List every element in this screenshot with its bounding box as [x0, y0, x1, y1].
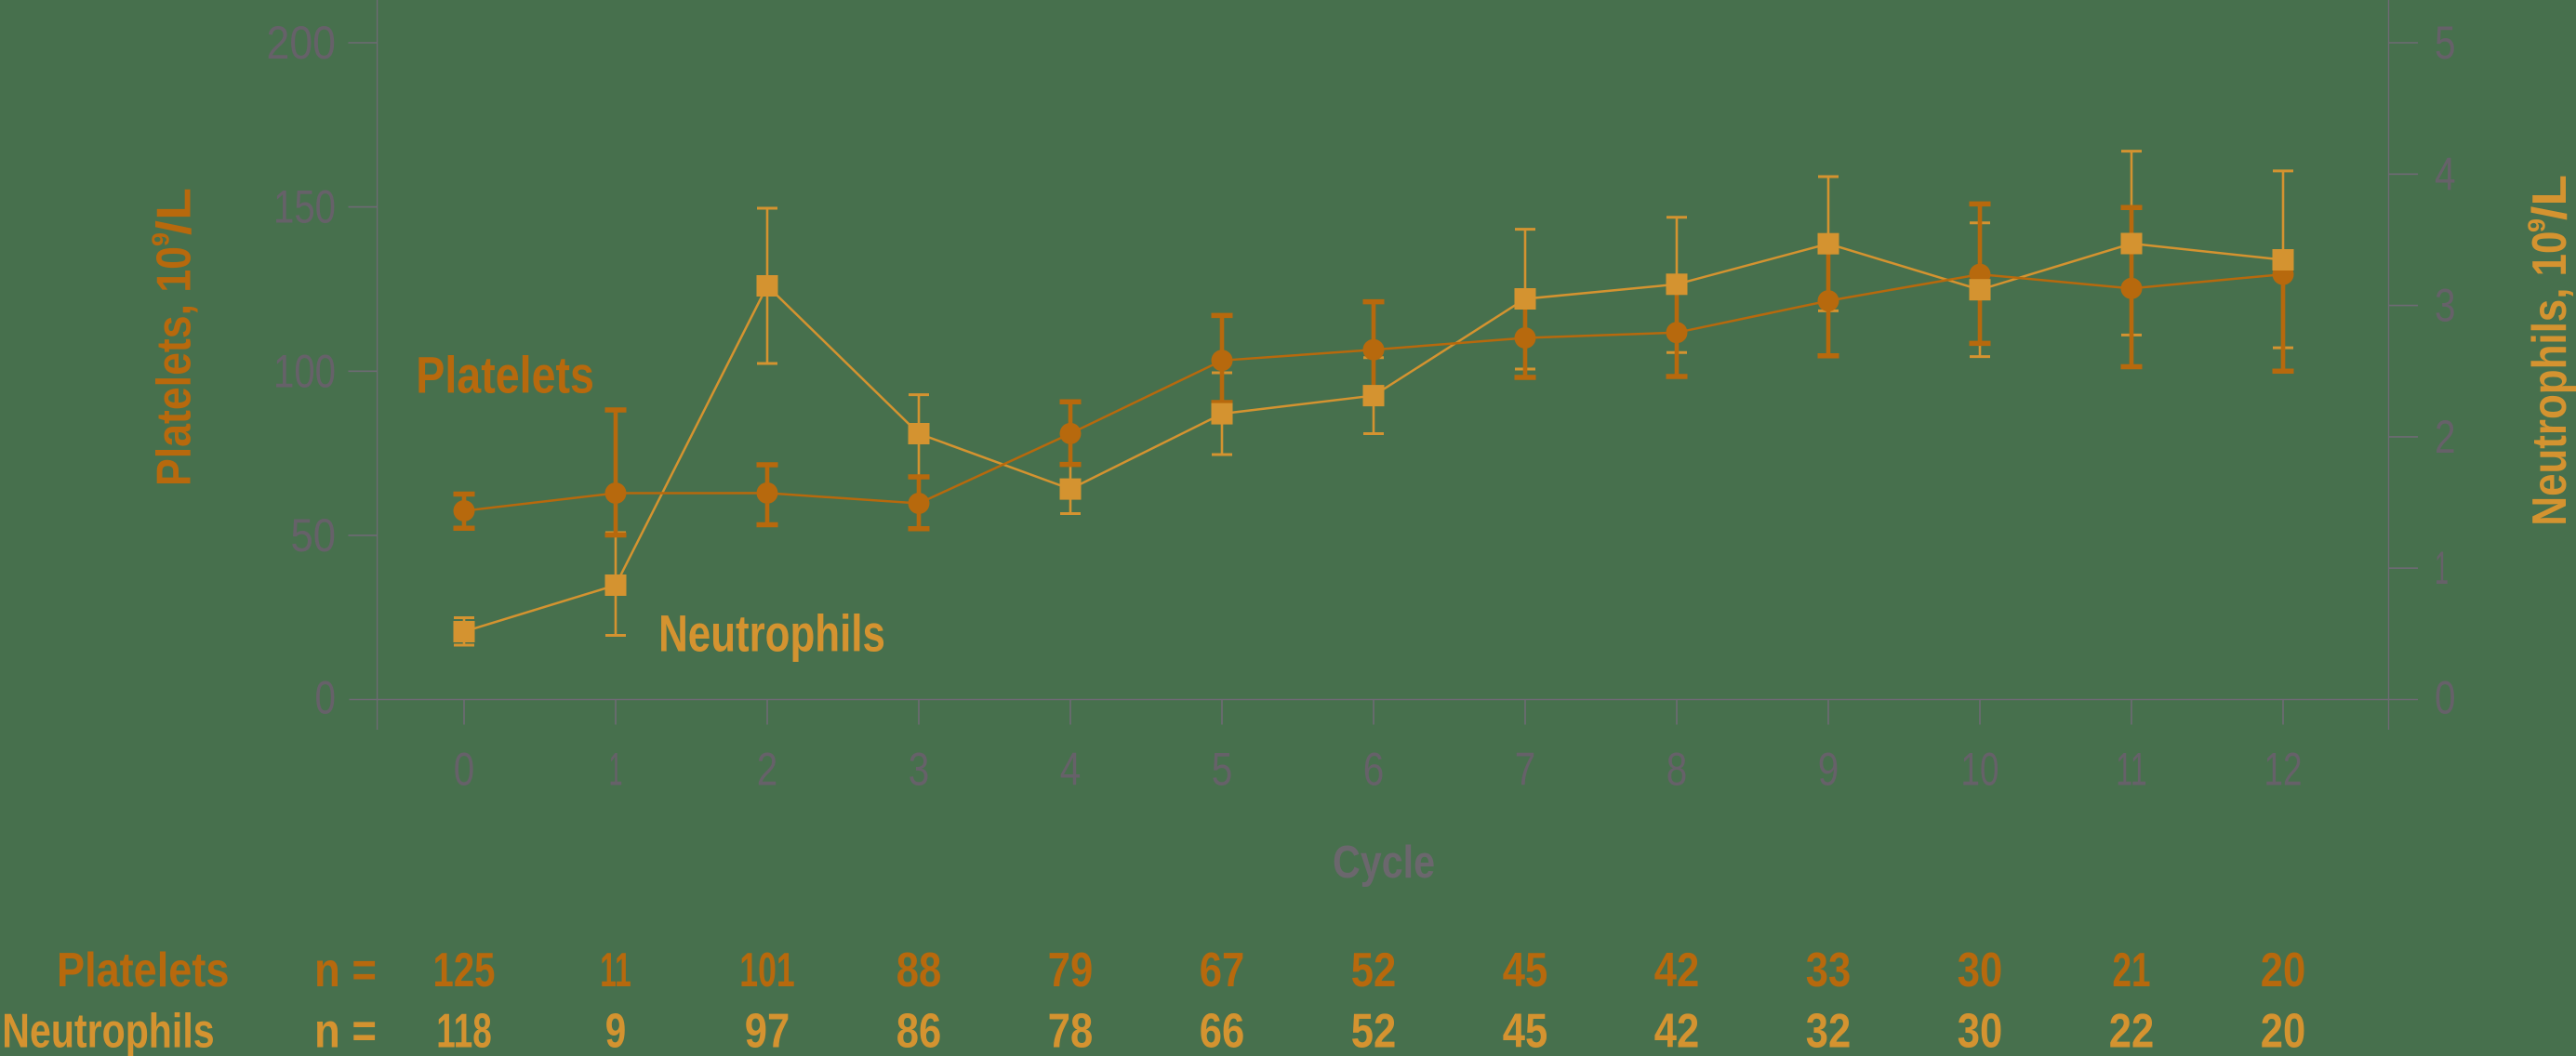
svg-text:6: 6 — [1363, 744, 1385, 796]
svg-text:10: 10 — [1961, 744, 1999, 796]
svg-text:33: 33 — [1806, 944, 1852, 997]
svg-text:4: 4 — [1060, 744, 1082, 796]
svg-text:86: 86 — [896, 1005, 942, 1056]
svg-text:42: 42 — [1654, 1005, 1700, 1056]
svg-text:Neutrophils, 10: Neutrophils, 10 — [2523, 231, 2576, 526]
svg-text:5: 5 — [1212, 744, 1233, 796]
svg-text:30: 30 — [1958, 1005, 2003, 1056]
svg-text:Platelets, 10: Platelets, 10 — [148, 246, 202, 486]
svg-text:n =: n = — [314, 944, 377, 997]
svg-text:125: 125 — [433, 944, 496, 997]
svg-text:45: 45 — [1503, 944, 1548, 997]
svg-text:9: 9 — [2523, 218, 2551, 232]
svg-text:200: 200 — [267, 17, 337, 69]
svg-text:9: 9 — [1818, 744, 1839, 796]
svg-text:20: 20 — [2261, 944, 2306, 997]
svg-text:150: 150 — [273, 181, 336, 233]
svg-text:2: 2 — [2435, 411, 2456, 463]
svg-text:32: 32 — [1806, 1005, 1852, 1056]
svg-text:0: 0 — [454, 744, 475, 796]
svg-text:8: 8 — [1666, 744, 1688, 796]
svg-text:67: 67 — [1200, 944, 1245, 997]
svg-text:n =: n = — [314, 1005, 377, 1056]
svg-text:30: 30 — [1958, 944, 2003, 997]
svg-text:42: 42 — [1654, 944, 1700, 997]
svg-text:50: 50 — [291, 509, 337, 561]
svg-text:3: 3 — [2435, 280, 2456, 332]
svg-text:1: 1 — [2435, 542, 2449, 594]
svg-text:0: 0 — [2435, 672, 2456, 724]
svg-text:11: 11 — [600, 944, 631, 997]
svg-text:/L: /L — [2523, 175, 2576, 220]
svg-text:Neutrophils: Neutrophils — [658, 604, 885, 663]
svg-text:45: 45 — [1503, 1005, 1548, 1056]
svg-text:52: 52 — [1351, 1005, 1397, 1056]
svg-text:101: 101 — [739, 944, 795, 997]
svg-text:5: 5 — [2435, 17, 2456, 69]
svg-text:20: 20 — [2261, 1005, 2306, 1056]
svg-text:88: 88 — [896, 944, 942, 997]
svg-text:9: 9 — [147, 232, 175, 246]
svg-text:0: 0 — [315, 672, 337, 724]
svg-text:21: 21 — [2113, 944, 2151, 997]
svg-text:118: 118 — [436, 1005, 492, 1056]
svg-text:Neutrophils: Neutrophils — [2, 1005, 214, 1056]
svg-text:1: 1 — [609, 744, 623, 796]
svg-text:12: 12 — [2264, 744, 2303, 796]
svg-text:3: 3 — [909, 744, 930, 796]
svg-text:22: 22 — [2109, 1005, 2155, 1056]
svg-text:9: 9 — [605, 1005, 627, 1056]
svg-text:66: 66 — [1200, 1005, 1245, 1056]
svg-text:/L: /L — [148, 188, 202, 235]
svg-text:78: 78 — [1048, 1005, 1094, 1056]
svg-text:Platelets: Platelets — [57, 944, 229, 997]
svg-text:79: 79 — [1048, 944, 1094, 997]
svg-text:Cycle: Cycle — [1333, 838, 1435, 888]
svg-text:100: 100 — [273, 345, 336, 397]
svg-text:52: 52 — [1351, 944, 1397, 997]
svg-text:11: 11 — [2116, 744, 2147, 796]
svg-text:97: 97 — [745, 1005, 790, 1056]
svg-text:Platelets: Platelets — [416, 346, 594, 404]
svg-text:2: 2 — [757, 744, 778, 796]
svg-text:7: 7 — [1515, 744, 1536, 796]
svg-text:4: 4 — [2435, 148, 2456, 200]
